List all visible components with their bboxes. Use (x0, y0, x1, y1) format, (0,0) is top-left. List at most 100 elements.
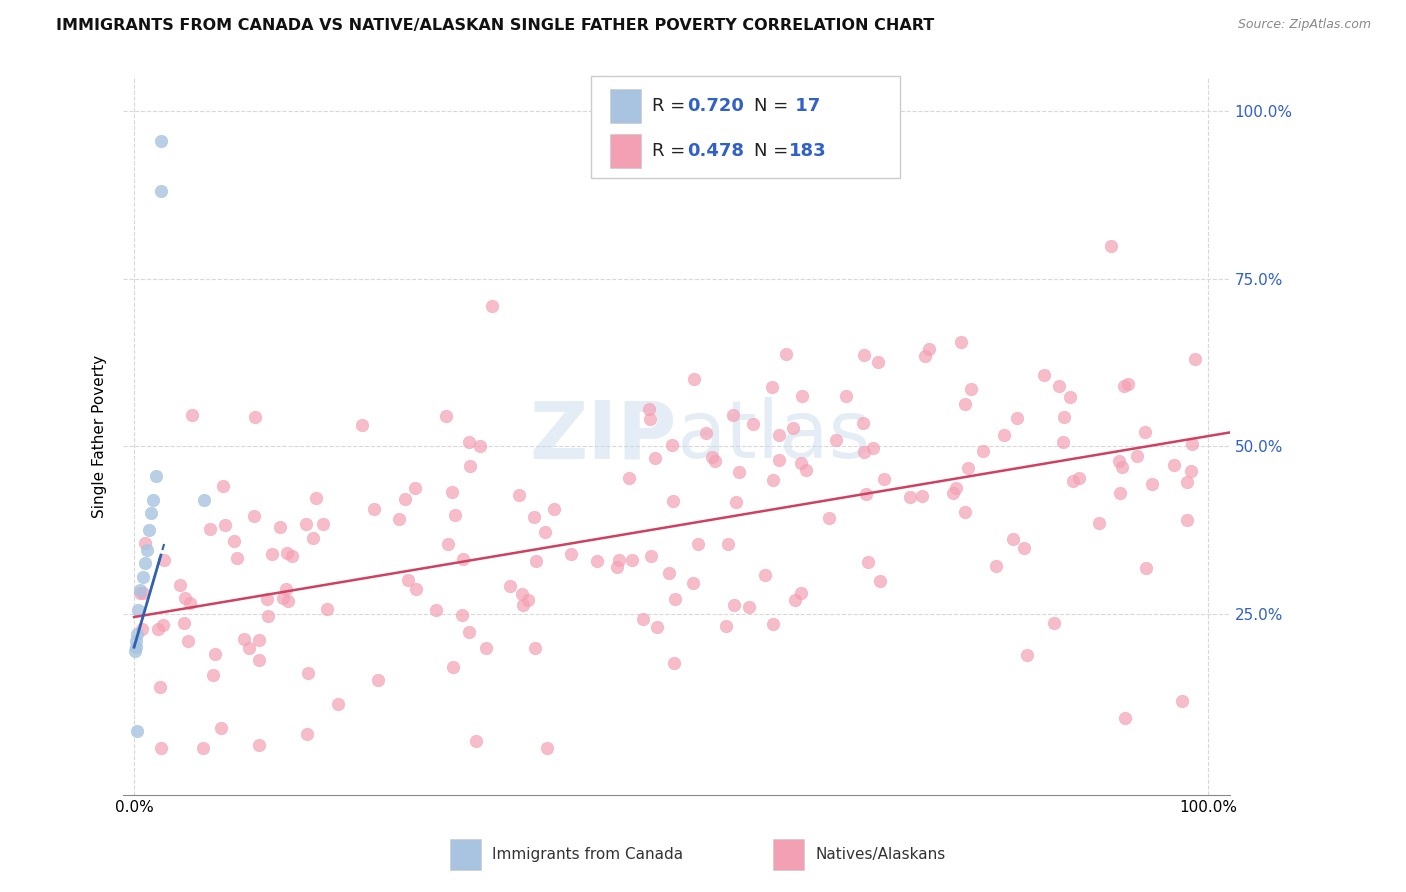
Point (367, 673, 389, 688)
Point (124, 643, 146, 657)
Point (782, 421, 804, 435)
Point (1088, 516, 1111, 530)
Point (243, 410, 266, 425)
Point (606, 560, 628, 574)
Y-axis label: Single Father Poverty: Single Father Poverty (93, 354, 107, 517)
Point (868, 355, 890, 369)
Point (1114, 711, 1136, 725)
Point (131, 622, 153, 636)
Point (247, 632, 270, 647)
Point (1005, 411, 1028, 425)
Point (543, 501, 565, 516)
Point (134, 536, 156, 550)
Point (149, 740, 172, 755)
Point (394, 491, 416, 506)
Point (728, 465, 751, 479)
Point (127, 603, 149, 617)
Point (1133, 425, 1156, 439)
Text: Natives/Alaskans: Natives/Alaskans (815, 847, 946, 862)
Text: atlas: atlas (676, 397, 870, 475)
Point (855, 486, 877, 500)
Point (152, 617, 174, 632)
Point (141, 506, 163, 520)
Point (721, 408, 744, 422)
Point (146, 623, 169, 637)
Point (297, 665, 319, 680)
Text: 17: 17 (789, 97, 820, 115)
Point (1053, 409, 1076, 424)
Point (169, 577, 191, 591)
Point (315, 602, 337, 616)
Point (942, 486, 965, 500)
Point (145, 469, 167, 483)
Point (295, 727, 318, 741)
Point (644, 451, 666, 466)
Point (1062, 474, 1084, 488)
Point (790, 389, 813, 403)
Point (149, 134, 172, 148)
Point (523, 641, 546, 656)
Point (180, 408, 202, 422)
Text: R =: R = (652, 142, 692, 160)
Point (129, 583, 152, 598)
Point (768, 453, 790, 467)
Point (128, 585, 150, 599)
Point (1170, 694, 1192, 708)
Point (305, 491, 328, 506)
Text: N =: N = (754, 142, 793, 160)
Point (953, 397, 976, 411)
Point (945, 482, 967, 496)
Point (136, 543, 159, 558)
Point (326, 697, 349, 711)
Point (312, 516, 335, 531)
Point (451, 607, 474, 622)
Point (1181, 437, 1204, 451)
Point (972, 443, 994, 458)
Point (914, 349, 936, 363)
Point (1108, 486, 1130, 500)
Point (852, 416, 875, 430)
Point (434, 409, 457, 424)
Point (269, 519, 291, 533)
Point (1116, 376, 1139, 391)
Point (149, 185, 172, 199)
Point (201, 668, 224, 682)
Text: IMMIGRANTS FROM CANADA VS NATIVE/ALASKAN SINGLE FATHER POVERTY CORRELATION CHART: IMMIGRANTS FROM CANADA VS NATIVE/ALASKAN… (56, 18, 935, 33)
Point (512, 598, 534, 612)
Text: N =: N = (754, 97, 793, 115)
Point (176, 633, 198, 648)
Point (658, 566, 681, 580)
Point (725, 495, 748, 509)
Point (534, 524, 557, 539)
Point (276, 582, 298, 597)
Point (523, 509, 546, 524)
Point (993, 427, 1015, 442)
Point (609, 552, 631, 566)
Point (404, 481, 426, 495)
Point (276, 546, 298, 560)
Point (1114, 378, 1136, 392)
Point (225, 550, 247, 565)
Point (142, 492, 165, 507)
Point (1126, 449, 1149, 463)
Point (853, 348, 876, 362)
Point (257, 608, 280, 623)
Point (214, 517, 236, 532)
Point (281, 549, 304, 564)
Point (762, 617, 785, 632)
Point (775, 347, 797, 361)
Point (138, 523, 160, 537)
Point (869, 574, 891, 588)
Point (586, 554, 609, 568)
Point (173, 591, 195, 605)
Point (984, 559, 1007, 574)
Point (481, 299, 503, 313)
Point (125, 640, 148, 655)
Point (134, 557, 156, 571)
Point (233, 632, 256, 646)
Point (900, 491, 922, 505)
Point (271, 591, 294, 605)
Point (754, 567, 776, 582)
Point (955, 505, 977, 519)
Point (436, 537, 458, 551)
